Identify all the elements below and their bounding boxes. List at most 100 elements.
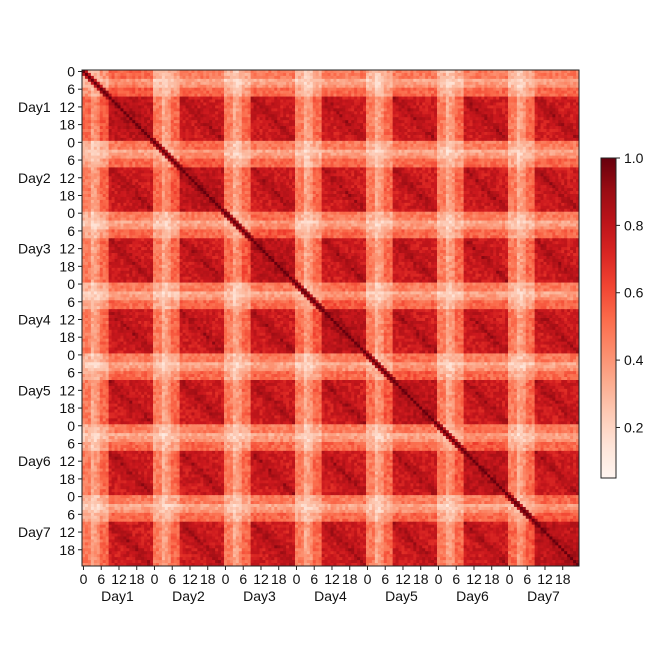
heatmap-cell xyxy=(120,88,123,91)
heatmap-cell xyxy=(280,138,283,141)
heatmap-cell xyxy=(331,144,334,147)
heatmap-cell xyxy=(419,150,422,153)
heatmap-cell xyxy=(197,108,200,111)
heatmap-cell xyxy=(549,79,552,82)
heatmap-cell xyxy=(333,117,336,120)
heatmap-cell xyxy=(564,117,567,120)
heatmap-cell xyxy=(260,82,263,85)
heatmap-cell xyxy=(354,91,357,94)
heatmap-cell xyxy=(570,102,573,105)
heatmap-cell xyxy=(221,126,224,129)
heatmap-cell xyxy=(387,147,390,150)
heatmap-cell xyxy=(564,88,567,91)
heatmap-cell xyxy=(242,88,245,91)
heatmap-cell xyxy=(434,141,437,144)
heatmap-cell xyxy=(298,70,301,73)
heatmap-cell xyxy=(197,138,200,141)
heatmap-cell xyxy=(372,150,375,153)
heatmap-cell xyxy=(215,132,218,135)
heatmap-cell xyxy=(112,156,115,159)
heatmap-cell xyxy=(88,120,91,123)
heatmap-cell xyxy=(218,138,221,141)
heatmap-cell xyxy=(561,91,564,94)
heatmap-cell xyxy=(428,117,431,120)
heatmap-cell xyxy=(286,138,289,141)
heatmap-cell xyxy=(221,100,224,103)
heatmap-cell xyxy=(449,156,452,159)
heatmap-cell xyxy=(97,79,100,82)
heatmap-cell xyxy=(209,114,212,117)
heatmap-cell xyxy=(268,79,271,82)
heatmap-cell xyxy=(390,102,393,105)
heatmap-cell xyxy=(106,88,109,91)
heatmap-cell xyxy=(455,144,458,147)
heatmap-cell xyxy=(227,141,230,144)
heatmap-cell xyxy=(112,82,115,85)
heatmap-cell xyxy=(277,150,280,153)
heatmap-cell xyxy=(325,102,328,105)
heatmap-cell xyxy=(171,85,174,88)
heatmap-cell xyxy=(372,129,375,132)
heatmap-cell xyxy=(262,150,265,153)
heatmap-cell xyxy=(449,97,452,100)
heatmap-cell xyxy=(555,138,558,141)
heatmap-cell xyxy=(532,129,535,132)
heatmap-cell xyxy=(455,153,458,156)
heatmap-cell xyxy=(115,135,118,138)
heatmap-cell xyxy=(517,102,520,105)
heatmap-cell xyxy=(440,82,443,85)
heatmap-cell xyxy=(106,100,109,103)
heatmap-cell xyxy=(473,100,476,103)
heatmap-cell xyxy=(177,70,180,73)
heatmap-cell xyxy=(387,117,390,120)
heatmap-cell xyxy=(197,144,200,147)
heatmap-cell xyxy=(177,138,180,141)
heatmap-cell xyxy=(203,126,206,129)
heatmap-cell xyxy=(339,102,342,105)
heatmap-cell xyxy=(153,144,156,147)
heatmap-cell xyxy=(168,88,171,91)
heatmap-cell xyxy=(307,132,310,135)
heatmap-cell xyxy=(123,132,126,135)
heatmap-cell xyxy=(153,120,156,123)
heatmap-cell xyxy=(481,105,484,108)
heatmap-cell xyxy=(573,129,576,132)
heatmap-cell xyxy=(174,76,177,79)
heatmap-cell xyxy=(126,85,129,88)
heatmap-cell xyxy=(260,73,263,76)
heatmap-cell xyxy=(289,138,292,141)
heatmap-cell xyxy=(541,97,544,100)
heatmap-cell xyxy=(200,129,203,132)
heatmap-cell xyxy=(443,108,446,111)
heatmap-cell xyxy=(452,129,455,132)
heatmap-cell xyxy=(150,97,153,100)
heatmap-cell xyxy=(517,150,520,153)
heatmap-cell xyxy=(197,111,200,114)
heatmap-cell xyxy=(541,82,544,85)
heatmap-cell xyxy=(218,108,221,111)
heatmap-cell xyxy=(487,150,490,153)
heatmap-cell xyxy=(221,91,224,94)
heatmap-cell xyxy=(351,102,354,105)
heatmap-cell xyxy=(416,126,419,129)
heatmap-cell xyxy=(174,117,177,120)
heatmap-cell xyxy=(245,138,248,141)
heatmap-cell xyxy=(82,97,85,100)
heatmap-cell xyxy=(369,94,372,97)
heatmap-cell xyxy=(357,111,360,114)
heatmap-cell xyxy=(452,150,455,153)
heatmap-cell xyxy=(132,94,135,97)
heatmap-cell xyxy=(236,85,239,88)
heatmap-cell xyxy=(189,108,192,111)
heatmap-cell xyxy=(552,126,555,129)
heatmap-cell xyxy=(331,73,334,76)
heatmap-cell xyxy=(325,126,328,129)
heatmap-cell xyxy=(538,91,541,94)
heatmap-cell xyxy=(345,150,348,153)
heatmap-cell xyxy=(227,100,230,103)
heatmap-cell xyxy=(470,85,473,88)
heatmap-cell xyxy=(402,91,405,94)
heatmap-cell xyxy=(520,135,523,138)
heatmap-cell xyxy=(120,123,123,126)
heatmap-cell xyxy=(357,126,360,129)
